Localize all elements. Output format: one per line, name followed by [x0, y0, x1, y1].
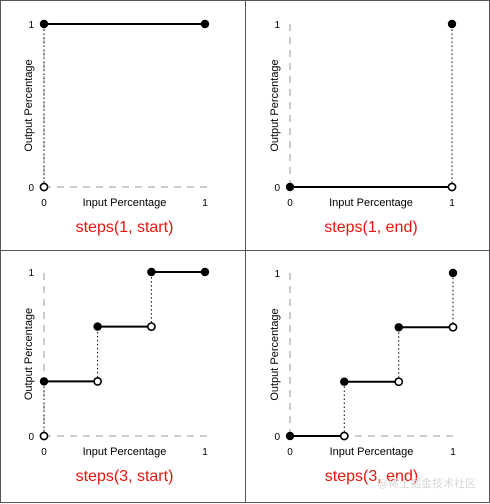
filled-point	[447, 19, 457, 29]
x-tick-label: 0	[287, 198, 293, 209]
step-chart-svg: 0 1 0 1 Input Percentage Output Percentage ste…	[23, 267, 210, 485]
y-tick-label: 0	[28, 432, 34, 443]
y-tick-label: 0	[28, 183, 34, 194]
chart-caption: steps(1, start)	[76, 219, 174, 236]
filled-point	[285, 431, 295, 441]
x-tick-label: 0	[41, 198, 47, 209]
open-point	[447, 182, 457, 192]
step-chart-panel: 0 1 0 1 Input Percentage Output Percentage ste…	[0, 250, 246, 503]
x-tick-label: 0	[41, 447, 47, 458]
filled-point	[39, 377, 49, 386]
x-axis-label: Input Percentage	[330, 446, 414, 458]
watermark: @稀土掘金技术社区	[377, 477, 476, 490]
chart-caption: steps(1, end)	[324, 219, 417, 236]
step-chart-svg: 0 1 0 1 Input Percentage Output Percentage ste…	[269, 19, 457, 236]
open-point	[394, 377, 404, 387]
x-axis-label: Input Percentage	[329, 197, 413, 209]
y-axis-label: Output Percentage	[23, 59, 35, 151]
filled-point	[200, 267, 210, 277]
filled-point	[285, 182, 295, 192]
filled-point	[448, 268, 458, 278]
chart-caption: steps(3, end)	[325, 468, 418, 485]
open-point	[39, 431, 49, 441]
step-chart-panel: 0 1 0 1 Input Percentage Output Percentage ste…	[245, 250, 490, 503]
step-chart-svg: 0 1 0 1 Input Percentage Output Percentage ste…	[269, 268, 458, 485]
y-tick-label: 1	[274, 269, 280, 280]
step-chart-panel: 0 1 0 1 Input Percentage Output Percentage ste…	[245, 0, 490, 251]
y-tick-label: 0	[274, 432, 280, 443]
open-point	[339, 431, 349, 441]
y-tick-label: 1	[28, 268, 34, 279]
x-axis-label: Input Percentage	[83, 446, 167, 458]
open-point	[93, 376, 103, 386]
open-point	[39, 182, 49, 192]
y-axis-label: Output Percentage	[23, 308, 35, 400]
y-tick-label: 0	[274, 183, 280, 194]
y-tick-label: 1	[274, 20, 280, 31]
y-axis-label: Output Percentage	[269, 59, 281, 151]
x-tick-label: 0	[287, 447, 293, 458]
filled-point	[93, 322, 102, 331]
y-axis-label: Output Percentage	[269, 308, 281, 400]
filled-point	[200, 19, 210, 29]
step-chart-panel: 0 1 0 1 Input Percentage Output Percentage ste…	[0, 0, 246, 251]
x-tick-label: 1	[449, 198, 455, 209]
x-axis-label: Input Percentage	[83, 197, 167, 209]
x-tick-label: 1	[202, 447, 208, 458]
open-point	[146, 322, 156, 332]
open-point	[448, 322, 458, 332]
filled-point	[394, 323, 403, 332]
filled-point	[147, 267, 156, 277]
filled-point	[340, 377, 349, 386]
y-tick-label: 1	[28, 20, 34, 31]
x-tick-label: 1	[450, 447, 456, 458]
filled-point	[39, 19, 49, 29]
chart-caption: steps(3, start)	[76, 468, 174, 485]
x-tick-label: 1	[202, 198, 208, 209]
step-chart-svg: 0 1 0 1 Input Percentage Output Percentage ste…	[23, 19, 210, 236]
